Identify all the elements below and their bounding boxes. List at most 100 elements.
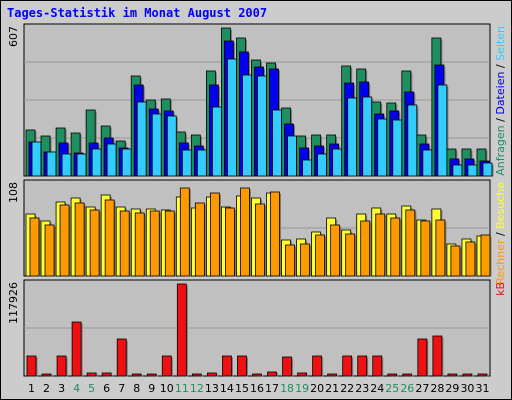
x-tick-label-15: 15 (235, 382, 249, 395)
ymax-label-bottom: 117926 (7, 282, 20, 324)
bar-rechner-23 (360, 220, 371, 277)
bar-kb-6 (101, 372, 112, 377)
x-tick-label-17: 17 (265, 382, 279, 395)
legend-part: / (494, 61, 507, 72)
bar-seiten-14 (227, 58, 237, 177)
bar-seiten-27 (422, 149, 433, 177)
bar-rechner-15 (240, 187, 250, 277)
bar-seiten-13 (211, 106, 222, 177)
bar-rechner-11 (179, 187, 190, 277)
bar-rechner-25 (390, 217, 401, 277)
bar-rechner-20 (315, 234, 326, 277)
bar-kb-21 (327, 373, 338, 377)
x-tick-label-2: 2 (43, 382, 50, 395)
bar-kb-1 (26, 355, 37, 377)
bar-rechner-3 (59, 204, 70, 277)
x-tick-label-6: 6 (103, 382, 110, 395)
bar-rechner-22 (345, 233, 356, 277)
bar-rechner-26 (405, 209, 416, 277)
bar-seiten-2 (46, 151, 57, 177)
legend-part: / (494, 115, 507, 126)
bar-kb-13 (206, 372, 217, 377)
bar-kb-22 (342, 355, 353, 377)
bar-rechner-28 (435, 219, 446, 277)
x-tick-label-31: 31 (475, 382, 489, 395)
bar-seiten-4 (76, 153, 87, 177)
bar-seiten-1 (31, 141, 42, 177)
bar-rechner-30 (465, 241, 476, 277)
bar-rechner-18 (285, 244, 295, 277)
x-tick-label-21: 21 (325, 382, 339, 395)
bar-kb-3 (56, 355, 67, 377)
bar-kb-31 (477, 373, 488, 377)
x-tick-label-27: 27 (415, 382, 429, 395)
bar-kb-23 (357, 355, 368, 377)
chart-title: Tages-Statistik im Monat August 2007 (7, 6, 268, 20)
x-tick-label-23: 23 (355, 382, 369, 395)
x-tick-label-24: 24 (370, 382, 384, 395)
x-tick-label-5: 5 (88, 382, 95, 395)
bar-kb-27 (417, 338, 428, 377)
legend-top: Anfragen / Dateien / Seiten (494, 26, 507, 176)
x-tick-label-10: 10 (160, 382, 174, 395)
bar-rechner-21 (330, 224, 341, 277)
bar-seiten-6 (106, 143, 117, 177)
bar-kb-2 (41, 373, 52, 377)
bar-kb-4 (71, 321, 82, 377)
bar-rechner-10 (164, 210, 175, 277)
bar-seiten-20 (317, 153, 328, 177)
bar-rechner-1 (29, 217, 40, 277)
x-tick-label-3: 3 (58, 382, 65, 395)
bar-seiten-8 (136, 101, 147, 177)
bar-rechner-17 (270, 191, 280, 277)
x-tick-label-30: 30 (460, 382, 474, 395)
bar-seiten-31 (482, 162, 493, 177)
bar-kb-8 (131, 373, 142, 377)
bar-kb-10 (161, 355, 172, 377)
bar-rechner-6 (104, 199, 115, 277)
bar-seiten-28 (437, 84, 448, 177)
bar-kb-7 (116, 338, 127, 377)
legend-part: kB (494, 282, 507, 296)
x-tick-label-25: 25 (385, 382, 399, 395)
x-tick-label-9: 9 (148, 382, 155, 395)
bar-kb-16 (252, 373, 262, 377)
bar-rechner-5 (89, 209, 100, 277)
bar-seiten-7 (121, 148, 132, 177)
bar-seiten-22 (347, 97, 358, 177)
bar-rechner-12 (194, 202, 205, 277)
bar-rechner-14 (225, 207, 235, 277)
x-tick-label-26: 26 (400, 382, 414, 395)
bar-kb-12 (191, 373, 202, 377)
bar-kb-17 (267, 371, 277, 377)
bar-rechner-4 (74, 202, 85, 277)
legend-bottom: kB (494, 282, 507, 296)
bar-seiten-5 (91, 148, 102, 177)
bar-seiten-29 (452, 164, 463, 177)
x-tick-label-29: 29 (445, 382, 459, 395)
x-tick-label-11: 11 (175, 382, 189, 395)
bar-seiten-21 (332, 148, 343, 177)
bar-seiten-17 (272, 109, 282, 177)
bar-kb-14 (222, 355, 232, 377)
bar-rechner-9 (149, 210, 160, 277)
bar-rechner-29 (450, 245, 461, 277)
legend-part: / (494, 229, 507, 240)
bar-kb-28 (432, 335, 443, 377)
bar-rechner-24 (375, 213, 386, 277)
bar-kb-5 (86, 372, 97, 377)
bar-seiten-25 (392, 119, 403, 177)
legend-part: Besuche (494, 182, 507, 229)
bar-kb-11 (176, 283, 187, 377)
x-tick-label-16: 16 (250, 382, 264, 395)
x-tick-label-13: 13 (205, 382, 219, 395)
bar-seiten-3 (61, 153, 72, 177)
x-tick-label-28: 28 (430, 382, 444, 395)
bar-kb-24 (372, 355, 383, 377)
legend-middle: Rechner / Besuche (494, 182, 507, 285)
bar-seiten-15 (242, 74, 252, 177)
bar-kb-30 (462, 373, 473, 377)
bar-rechner-8 (134, 212, 145, 277)
bar-seiten-23 (362, 96, 373, 177)
